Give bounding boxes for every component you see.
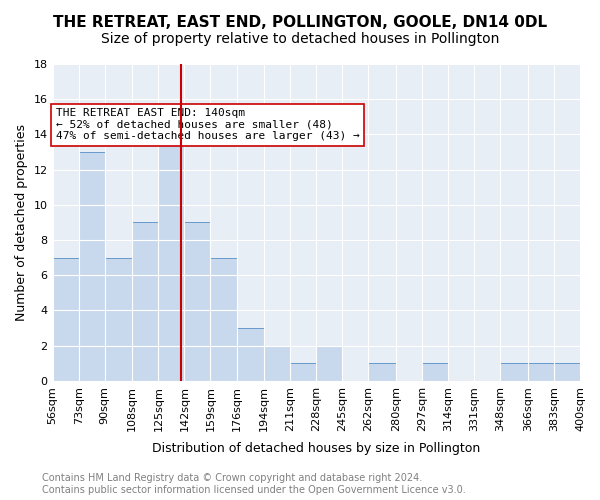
Bar [528, 364, 554, 381]
Bar [554, 364, 580, 381]
Bar [79, 152, 104, 381]
Bar [211, 258, 236, 381]
Text: THE RETREAT EAST END: 140sqm
← 52% of detached houses are smaller (48)
47% of se: THE RETREAT EAST END: 140sqm ← 52% of de… [56, 108, 359, 141]
Bar [264, 346, 290, 381]
Text: Contains HM Land Registry data © Crown copyright and database right 2024.
Contai: Contains HM Land Registry data © Crown c… [42, 474, 466, 495]
Bar [422, 364, 448, 381]
Text: Size of property relative to detached houses in Pollington: Size of property relative to detached ho… [101, 32, 499, 46]
Bar [290, 364, 316, 381]
Bar [132, 222, 158, 381]
Bar [158, 117, 184, 381]
Bar [316, 346, 343, 381]
X-axis label: Distribution of detached houses by size in Pollington: Distribution of detached houses by size … [152, 442, 481, 455]
Text: THE RETREAT, EAST END, POLLINGTON, GOOLE, DN14 0DL: THE RETREAT, EAST END, POLLINGTON, GOOLE… [53, 15, 547, 30]
Bar [236, 328, 264, 381]
Y-axis label: Number of detached properties: Number of detached properties [15, 124, 28, 321]
Bar [104, 258, 132, 381]
Bar [500, 364, 528, 381]
Bar [53, 258, 79, 381]
Bar [184, 222, 211, 381]
Bar [368, 364, 396, 381]
